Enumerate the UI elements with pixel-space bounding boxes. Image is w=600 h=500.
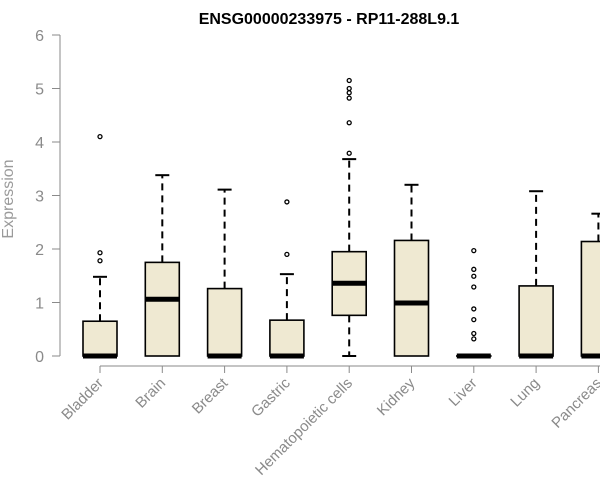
x-tick-label: Liver (446, 375, 481, 410)
outlier-point (471, 336, 477, 342)
outlier-point (471, 306, 477, 312)
box-gastric (269, 199, 305, 359)
outlier-point (346, 95, 352, 101)
plot-area (82, 77, 600, 359)
x-tick-label: Brain (132, 375, 169, 412)
x-tick-label: Gastric (248, 374, 294, 420)
chart-title: ENSG00000233975 - RP11-288L9.1 (199, 11, 460, 28)
box-kidney (393, 183, 430, 357)
outlier-point (346, 150, 352, 156)
box-body (518, 285, 554, 357)
box-body (393, 239, 430, 357)
outlier-point (346, 120, 352, 126)
outlier-point (471, 284, 477, 290)
box-liver (455, 247, 492, 359)
y-tick-label: 3 (35, 189, 44, 206)
outlier-point (471, 273, 477, 279)
x-tick-label: Bladder (58, 375, 107, 424)
outlier-point (97, 258, 103, 264)
x-tick-label: Lung (507, 375, 543, 411)
y-tick-label: 4 (35, 135, 44, 152)
outlier-point (284, 251, 290, 258)
outlier-point (284, 199, 290, 205)
outlier-point (471, 266, 477, 272)
y-axis: 0 1 2 3 4 5 6 (35, 28, 61, 366)
y-axis-label: Expression (0, 159, 17, 238)
x-tick-label: Kidney (374, 374, 419, 419)
box-brain (144, 174, 181, 357)
outlier-point (471, 316, 477, 323)
outlier-point (97, 133, 103, 140)
box-body (144, 261, 181, 357)
box-body (206, 287, 243, 357)
box-bladder (82, 133, 118, 359)
box-body (580, 240, 600, 357)
outlier-point (346, 85, 352, 92)
box-body (269, 319, 305, 357)
box-lung (518, 190, 554, 359)
x-tick-label: Breast (189, 374, 232, 417)
y-tick-label: 6 (35, 28, 44, 45)
outlier-point (471, 247, 477, 254)
outlier-point (346, 77, 352, 84)
y-tick-label: 5 (35, 82, 44, 99)
box-body (82, 320, 118, 357)
y-tick-label: 1 (35, 296, 44, 313)
box-breast (206, 188, 243, 359)
box-pancreas (580, 212, 600, 359)
x-tick-label: Pancreas (548, 375, 600, 432)
y-tick-label: 0 (35, 349, 44, 366)
box-hematopoietic-cells (331, 77, 368, 357)
outlier-point (97, 250, 103, 256)
outlier-point (471, 330, 477, 337)
outlier-point (346, 90, 352, 96)
y-tick-label: 2 (35, 242, 44, 259)
